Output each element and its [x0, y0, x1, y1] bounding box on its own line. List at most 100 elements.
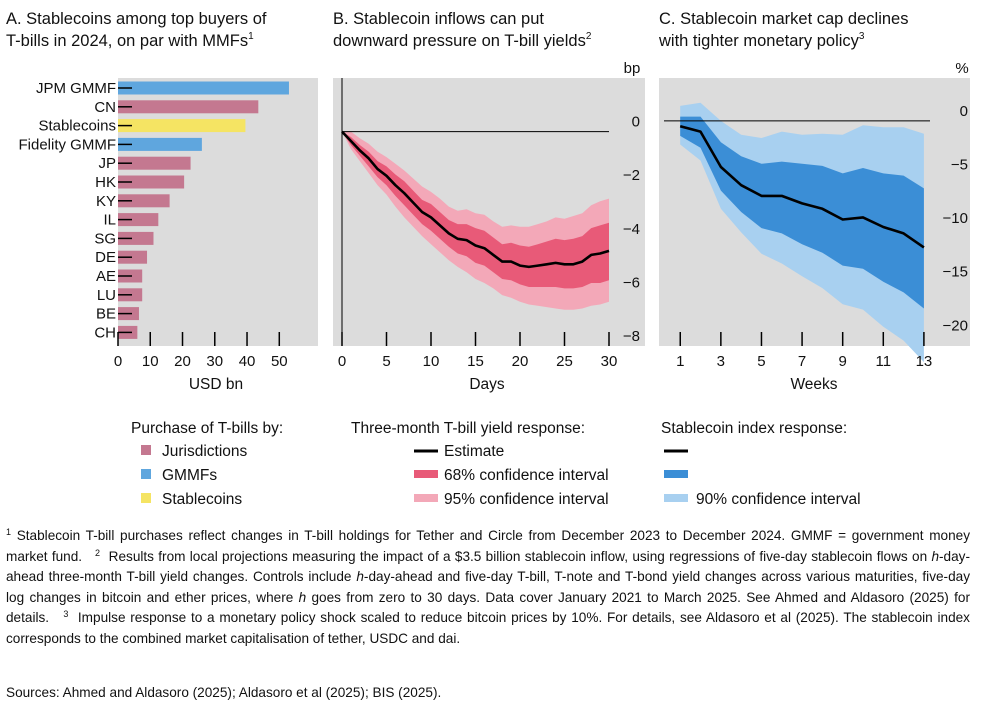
- band-inner: [342, 131, 609, 289]
- legend-swatch-ci90: [664, 494, 688, 502]
- legend-label-ci95: 95% confidence interval: [444, 491, 609, 508]
- category-label-be: BE: [96, 306, 116, 323]
- estimate-line: [341, 130, 610, 269]
- footnote-2-marker: 2: [95, 547, 101, 558]
- x-tick-label: 50: [271, 353, 288, 370]
- footnote-h-1: h: [931, 548, 940, 564]
- legend-swatch-gmmfs: [141, 469, 151, 479]
- category-label-il: IL: [103, 212, 116, 229]
- footnote-2-part-c: -day-ahead and five-day T-bill, T-note a…: [6, 569, 970, 605]
- x-tick-label: 15: [467, 353, 484, 370]
- legend-label-jurisdictions: Jurisdictions: [162, 443, 248, 460]
- y-tick-label: −2: [623, 167, 640, 184]
- panel-a-bars: [118, 81, 289, 339]
- x-tick-label: 10: [142, 353, 159, 370]
- footnote-h-2: h: [356, 569, 364, 584]
- panel-a-title-line1: A. Stablecoins among top buyers of: [6, 10, 267, 28]
- legend-label-ci90: 90% confidence interval: [696, 491, 861, 508]
- panel-c-xlabel: Weeks: [790, 376, 837, 393]
- footnote-1-marker: 1: [6, 527, 12, 537]
- x-tick-label: 9: [839, 353, 847, 370]
- panel-c-title-line2: with tighter monetary policy3: [658, 31, 865, 50]
- bar-fidelity-gmmf: [118, 137, 202, 151]
- panel-b-plot: 0 5 10 15 20 25 30 0 −2 −4 −6 −8: [338, 78, 640, 370]
- x-tick-label: 5: [382, 353, 390, 370]
- panel-c-title-sup: 3: [859, 31, 865, 42]
- legend-b: Three-month T-bill yield response: Estim…: [351, 420, 609, 508]
- bar-il: [118, 213, 159, 227]
- bar-hk: [118, 175, 185, 189]
- panel-b-unit: bp: [624, 60, 641, 77]
- x-tick-label: 3: [717, 353, 725, 370]
- panel-c: C. Stablecoin market cap declines with t…: [658, 10, 970, 393]
- y-tick-label: −10: [943, 210, 968, 227]
- x-tick-label: 20: [512, 353, 529, 370]
- footnote-1: Stablecoin T-bill purchases reflect chan…: [6, 528, 971, 564]
- category-label-jp: JP: [98, 155, 116, 172]
- category-label-ch: CH: [94, 324, 116, 341]
- panel-a-plot-area: [118, 78, 318, 346]
- y-tick-label: −20: [943, 317, 968, 334]
- legend-c-title: Stablecoin index response:: [661, 420, 847, 437]
- panel-b-title-sup: 2: [586, 31, 592, 42]
- x-tick-label: 1: [676, 353, 684, 370]
- footnote-h-3: h: [298, 589, 307, 605]
- panel-b-title-line2: downward pressure on T-bill yields2: [333, 31, 592, 50]
- x-tick-label: 0: [114, 353, 122, 370]
- band-inner: [680, 116, 924, 309]
- legend-swatch-stablecoins: [141, 493, 151, 503]
- category-label-hk: HK: [95, 174, 116, 191]
- category-label-fidelity-gmmf: Fidelity GMMF: [19, 136, 117, 153]
- category-label-sg: SG: [94, 230, 116, 247]
- footnote-text: 1 Stablecoin T-bill purchases reflect ch…: [6, 526, 970, 649]
- bar-ky: [118, 194, 170, 208]
- footnote-2-part-a: Results from local projections measuring…: [108, 548, 932, 564]
- x-tick-label: 0: [338, 353, 346, 370]
- category-label-lu: LU: [97, 287, 116, 304]
- footnote-3: Impulse response to a monetary policy sh…: [6, 610, 970, 646]
- legend-c: Stablecoin index response: 90% confidenc…: [661, 420, 861, 508]
- bar-jpm-gmmf: [118, 81, 289, 95]
- estimate-line: [679, 124, 925, 249]
- bar-sg: [118, 231, 154, 245]
- panel-a-title-sup: 1: [248, 31, 254, 42]
- y-tick-label: −5: [951, 156, 968, 173]
- y-tick-label: −6: [623, 274, 640, 291]
- x-tick-label: 7: [798, 353, 806, 370]
- footnote-3-marker: 3: [63, 609, 69, 619]
- x-tick-label: 20: [174, 353, 191, 370]
- footnote-2-part-d: goes from zero to 30 days. Data cover Ja…: [6, 589, 970, 626]
- panel-b-title-line1: B. Stablecoin inflows can put: [333, 10, 544, 28]
- panel-a-title-line2: T-bills in 2024, on par with MMFs1: [6, 31, 254, 50]
- x-tick-label: 10: [423, 353, 440, 370]
- category-label-de: DE: [95, 249, 116, 266]
- legend-a: Purchase of T-bills by: Jurisdictions GM…: [131, 420, 283, 508]
- sources: Sources: Ahmed and Aldasoro (2025); Alda…: [6, 685, 442, 700]
- legend-swatch-jurisdictions: [141, 445, 151, 455]
- legend-swatch-ci-inner: [664, 470, 688, 478]
- legend-label-ci68: 68% confidence interval: [444, 467, 609, 484]
- category-label-ae: AE: [96, 268, 116, 285]
- panel-b-xlabel: Days: [469, 376, 505, 393]
- category-label-ky: KY: [96, 193, 116, 210]
- y-tick-label: 0: [632, 114, 640, 131]
- legend-label-stablecoins: Stablecoins: [162, 491, 242, 508]
- y-tick-label: 0: [960, 103, 968, 120]
- panel-c-title-line1: C. Stablecoin market cap declines: [659, 10, 908, 28]
- legend-label-estimate-b: Estimate: [444, 443, 504, 460]
- legend-swatch-ci68: [414, 470, 438, 478]
- x-tick-label: 30: [206, 353, 223, 370]
- bar-de: [118, 250, 148, 264]
- bar-stablecoins: [118, 119, 246, 133]
- legend-swatch-ci95: [414, 494, 438, 502]
- x-tick-label: 5: [757, 353, 765, 370]
- panel-c-plot: 1 3 5 7 9 11 130−5−10−15−20: [664, 102, 968, 370]
- x-tick-label: 11: [876, 353, 892, 370]
- panel-a: A. Stablecoins among top buyers of T-bil…: [6, 10, 318, 393]
- x-tick-label: 40: [239, 353, 256, 370]
- y-tick-label: −4: [623, 221, 640, 238]
- bar-cn: [118, 100, 259, 114]
- y-tick-label: −15: [943, 264, 968, 281]
- footnotes: 1 Stablecoin T-bill purchases reflect ch…: [6, 526, 970, 649]
